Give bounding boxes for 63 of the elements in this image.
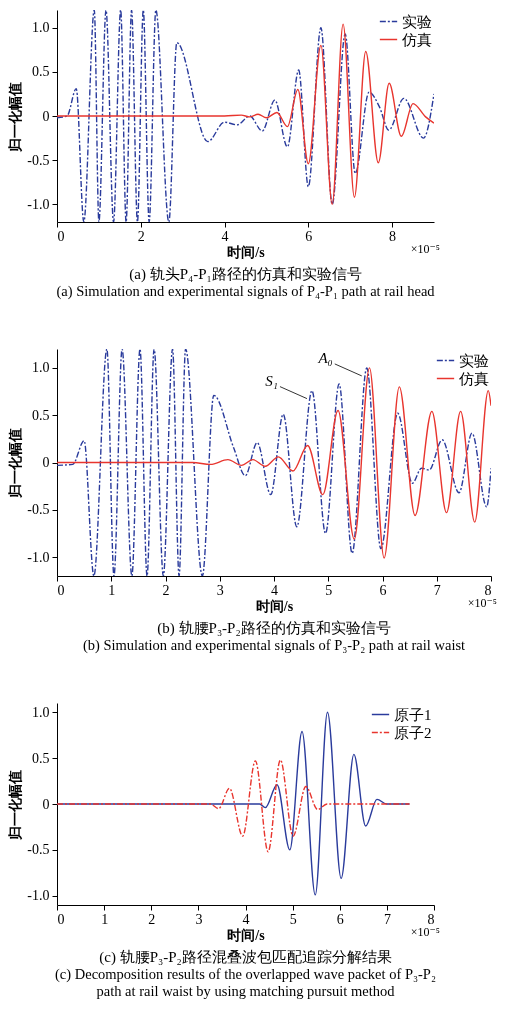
x-tick-label: 4 (271, 582, 278, 598)
x-tick-label: 8 (389, 228, 397, 244)
x-tick-label: 8 (484, 582, 492, 598)
y-tick-label: 0.5 (32, 64, 50, 80)
x-tick-label: 3 (195, 911, 203, 927)
legend-label: 实验 (459, 352, 489, 369)
y-tick-label: 0 (42, 796, 50, 812)
text: (b) 轨腰P₃-P₂路径的仿真和实验信号 (157, 620, 391, 637)
text: ×10⁻⁵ (410, 925, 440, 939)
x-tick-label: 0 (57, 228, 65, 244)
x-tick-label: 5 (289, 911, 297, 927)
x-tick-label: 0 (57, 582, 65, 598)
x-tick-label: 3 (216, 582, 224, 598)
legend-label: 原子1 (394, 706, 432, 723)
y-tick-label: -0.5 (27, 842, 50, 858)
x-tick-label: 6 (305, 228, 313, 244)
text: ×10⁻⁵ (410, 242, 440, 256)
y-tick-label: -0.5 (27, 502, 50, 518)
x-tick-label: 5 (325, 582, 333, 598)
y-axis-title: 归一化幅值 (8, 428, 24, 499)
legend-label: 仿真 (458, 370, 489, 387)
x-axis-title: 时间/s (227, 244, 266, 260)
y-tick-label: 0 (42, 455, 50, 470)
x-axis-title: 时间/s (255, 598, 294, 614)
y-tick-label: 0.5 (32, 750, 50, 766)
y-tick-label: -1.0 (27, 888, 50, 904)
x-tick-label: 1 (101, 911, 109, 927)
y-axis-title: 归一化幅值 (8, 81, 24, 153)
y-tick-label: 1.0 (32, 20, 50, 36)
text: (a) Simulation and experimental signals of P₄-P₁ path at rail head (56, 283, 436, 300)
y-tick-label: -1.0 (27, 549, 50, 565)
line-series (57, 367, 491, 559)
legend-label: 实验 (402, 13, 432, 30)
x-tick-label: 2 (137, 228, 145, 244)
legend-label: 仿真 (401, 31, 432, 48)
legend-label: 原子2 (394, 724, 432, 741)
x-tick-label: 6 (336, 911, 344, 927)
y-tick-label: 1.0 (32, 704, 50, 720)
text: ×10⁻⁵ (467, 596, 497, 610)
x-tick-label: 4 (242, 911, 250, 927)
text: (b) Simulation and experimental signals of P₃-P₂ path at rail waist (82, 637, 466, 654)
x-tick-label: 2 (162, 582, 170, 598)
y-tick-label: -0.5 (27, 152, 50, 168)
x-tick-label: 8 (427, 911, 435, 927)
text: (a) 轨头P₄-P₁路径的仿真和实验信号 (129, 266, 362, 283)
x-axis-title: 时间/s (227, 927, 266, 943)
x-tick-label: 6 (379, 582, 387, 598)
x-tick-label: 1 (108, 582, 116, 598)
x-tick-label: 4 (221, 228, 229, 244)
text: (c) Decomposition results of the overlapped wave packet of P₃-P₂ path at rail waist by using matching pursuit method (55, 966, 436, 999)
y-tick-label: 1.0 (32, 360, 50, 376)
y-tick-label: 0.5 (32, 407, 50, 423)
y-tick-label: -1.0 (27, 196, 50, 212)
x-tick-label: 7 (433, 582, 441, 598)
x-tick-label: 7 (383, 911, 391, 927)
annotation: S₁ (265, 372, 278, 389)
x-tick-label: 2 (148, 911, 156, 927)
line-series (57, 759, 411, 853)
y-axis-title: 归一化幅值 (8, 769, 24, 841)
annotation: A₀ (317, 349, 333, 366)
text: (c) 轨腰P₃-P₂路径混叠波包匹配追踪分解结果 (99, 949, 392, 966)
y-tick-label: 0 (42, 108, 50, 124)
x-tick-label: 0 (57, 911, 65, 927)
